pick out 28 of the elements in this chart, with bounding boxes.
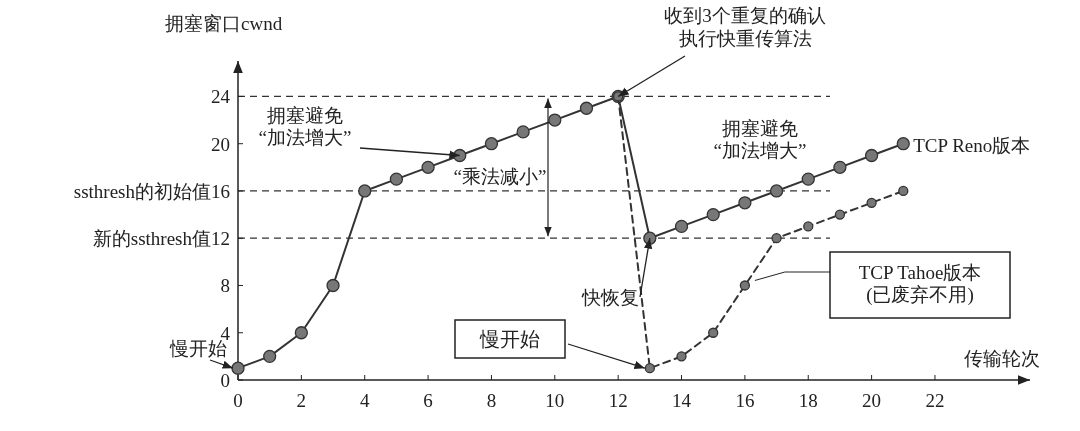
- x-axis-title: 传输轮次: [964, 348, 1040, 369]
- x-tick-label: 2: [296, 390, 307, 411]
- y-tick-label: 20: [211, 133, 230, 155]
- y-tick-label: 24: [211, 86, 231, 108]
- annotation: 拥塞避免 “加法增大”: [258, 105, 352, 148]
- x-tick-label: 16: [735, 390, 755, 411]
- annotation: 执行快重传算法: [678, 28, 812, 49]
- x-tick-label: 6: [423, 390, 433, 411]
- annotation: “乘法减小”: [453, 166, 547, 187]
- x-tick-label: 22: [925, 390, 945, 411]
- x-tick-label: 14: [672, 390, 692, 411]
- annotation: 慢开始: [479, 328, 540, 350]
- y-tick-label: ssthresh的初始值16: [73, 180, 230, 202]
- x-tick-label: 18: [798, 390, 818, 411]
- y-axis-title: 拥塞窗口cwnd: [165, 13, 283, 34]
- annotation: 拥塞避免 “加法增大”: [713, 118, 807, 161]
- x-tick-label: 12: [608, 390, 628, 411]
- text: 收到3个重复的确认: [664, 5, 826, 26]
- x-tick-label: 8: [486, 390, 497, 411]
- x-tick-label: 4: [359, 390, 370, 411]
- x-tick-label: 10: [545, 390, 565, 411]
- callout-tahoe: TCP Tahoe版本 (已废弃不用): [754, 251, 1011, 319]
- annotation: 快恢复: [580, 287, 639, 308]
- y-tick-label: 8: [220, 275, 230, 297]
- x-tick-label: 20: [862, 390, 882, 411]
- y-tick-label: 新的ssthresh值12: [92, 228, 230, 250]
- y-tick-label: 0: [220, 370, 230, 391]
- series-label: TCP Reno版本: [913, 134, 1031, 156]
